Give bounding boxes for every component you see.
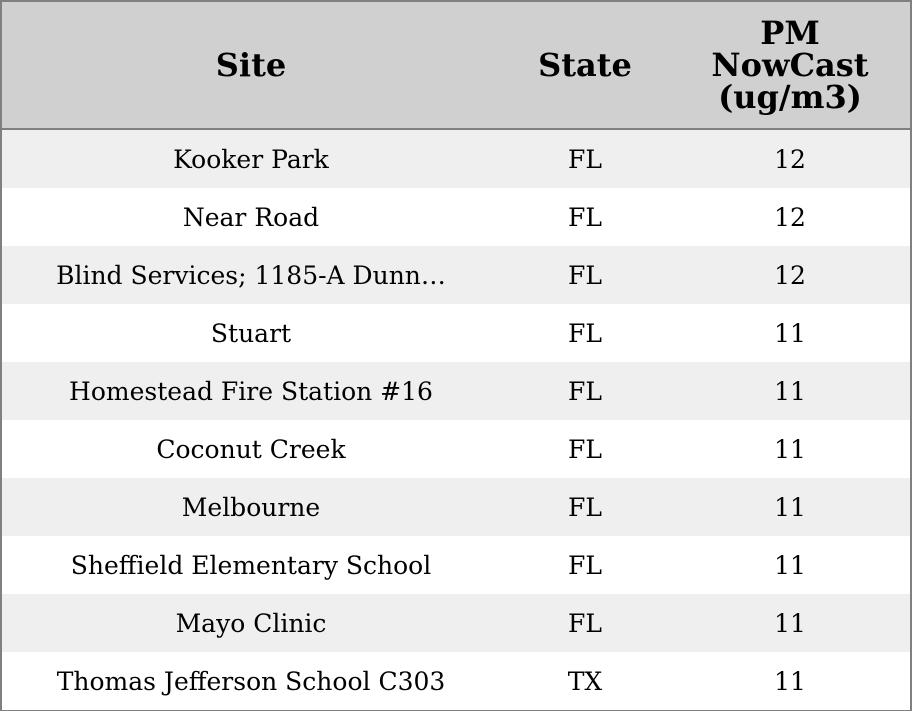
column-header-pm-line1: PM bbox=[760, 14, 820, 52]
cell-pm: 12 bbox=[670, 129, 910, 188]
cell-state: FL bbox=[500, 420, 670, 478]
cell-pm: 12 bbox=[670, 188, 910, 246]
cell-pm: 11 bbox=[670, 362, 910, 420]
table-header: Site State PM NowCast (ug/m3) bbox=[2, 2, 910, 130]
cell-pm: 11 bbox=[670, 594, 910, 652]
column-header-pm-nowcast: PM NowCast (ug/m3) bbox=[670, 2, 910, 130]
cell-site: Melbourne bbox=[2, 478, 500, 536]
cell-pm: 11 bbox=[670, 478, 910, 536]
table-row: Sheffield Elementary School FL 11 bbox=[2, 536, 910, 594]
table-row: Thomas Jefferson School C303 TX 11 bbox=[2, 652, 910, 710]
cell-state: FL bbox=[500, 304, 670, 362]
column-header-pm-line2: NowCast bbox=[711, 46, 869, 84]
table-body: Kooker Park FL 12 Near Road FL 12 Blind … bbox=[2, 129, 910, 710]
cell-site: Coconut Creek bbox=[2, 420, 500, 478]
table-row: Blind Services; 1185-A Dunn… FL 12 bbox=[2, 246, 910, 304]
cell-pm: 12 bbox=[670, 246, 910, 304]
cell-state: FL bbox=[500, 536, 670, 594]
table-row: Coconut Creek FL 11 bbox=[2, 420, 910, 478]
cell-state: TX bbox=[500, 652, 670, 710]
table-row: Homestead Fire Station #16 FL 11 bbox=[2, 362, 910, 420]
cell-state: FL bbox=[500, 362, 670, 420]
cell-state: FL bbox=[500, 246, 670, 304]
cell-pm: 11 bbox=[670, 536, 910, 594]
cell-state: FL bbox=[500, 129, 670, 188]
cell-state: FL bbox=[500, 188, 670, 246]
table-row: Melbourne FL 11 bbox=[2, 478, 910, 536]
table-row: Stuart FL 11 bbox=[2, 304, 910, 362]
cell-pm: 11 bbox=[670, 420, 910, 478]
column-header-state: State bbox=[500, 2, 670, 130]
header-row: Site State PM NowCast (ug/m3) bbox=[2, 2, 910, 130]
cell-site: Stuart bbox=[2, 304, 500, 362]
cell-site: Mayo Clinic bbox=[2, 594, 500, 652]
cell-pm: 11 bbox=[670, 304, 910, 362]
cell-site: Blind Services; 1185-A Dunn… bbox=[2, 246, 500, 304]
cell-site: Thomas Jefferson School C303 bbox=[2, 652, 500, 710]
cell-state: FL bbox=[500, 478, 670, 536]
cell-state: FL bbox=[500, 594, 670, 652]
cell-site: Near Road bbox=[2, 188, 500, 246]
cell-site: Kooker Park bbox=[2, 129, 500, 188]
table-row: Near Road FL 12 bbox=[2, 188, 910, 246]
cell-site: Sheffield Elementary School bbox=[2, 536, 500, 594]
table-row: Mayo Clinic FL 11 bbox=[2, 594, 910, 652]
cell-pm: 11 bbox=[670, 652, 910, 710]
cell-site: Homestead Fire Station #16 bbox=[2, 362, 500, 420]
column-header-site: Site bbox=[2, 2, 500, 130]
column-header-pm-line3: (ug/m3) bbox=[718, 78, 862, 116]
table-row: Kooker Park FL 12 bbox=[2, 129, 910, 188]
